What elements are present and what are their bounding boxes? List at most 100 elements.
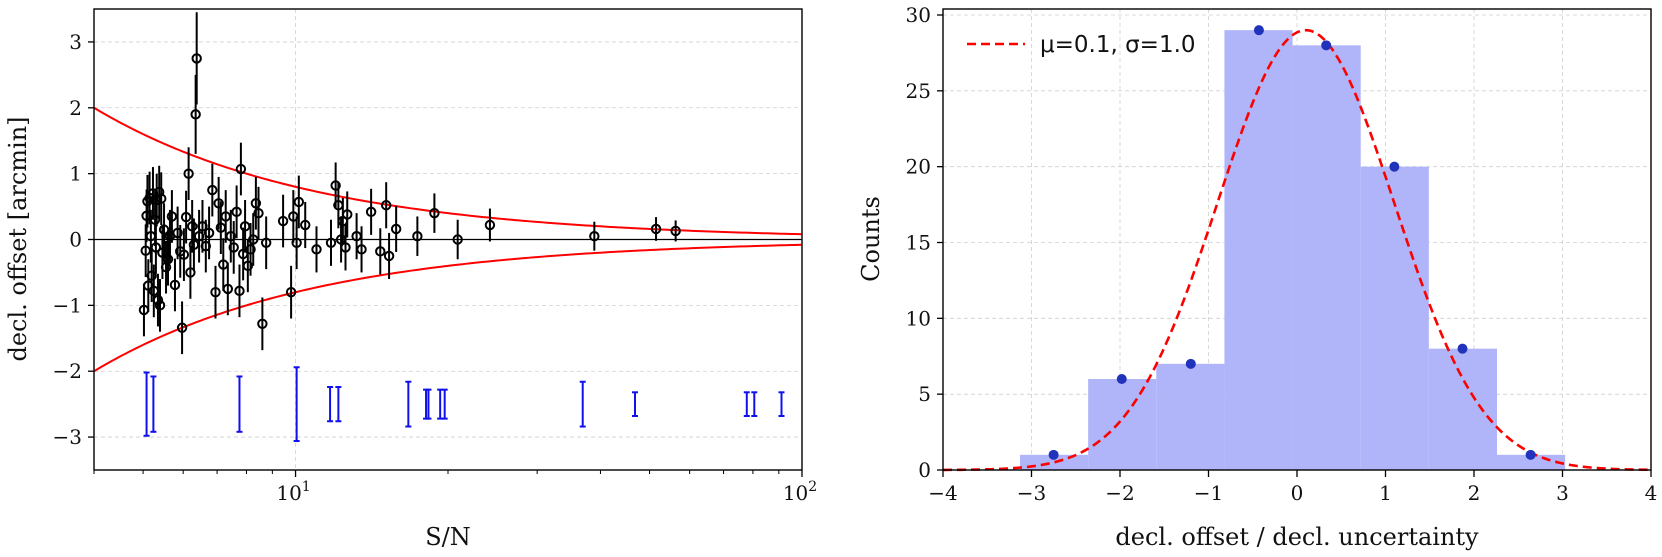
data-point [429, 207, 440, 219]
right-ytick-label: 15 [906, 231, 931, 255]
data-point [150, 242, 162, 253]
data-point [152, 294, 164, 306]
data-point [186, 221, 198, 232]
data-point [293, 196, 305, 208]
right-xtick-label: 4 [1645, 481, 1658, 505]
data-point [484, 219, 496, 231]
data-point [356, 244, 367, 255]
data-point [311, 244, 322, 255]
data-point [330, 180, 341, 191]
histogram-bar [1360, 166, 1429, 470]
right-ytick-label: 20 [906, 155, 931, 179]
left-xtick-label: 102 [783, 479, 817, 505]
histogram-bar [1292, 45, 1361, 470]
data-point [248, 234, 259, 245]
bin-center-point [1321, 40, 1332, 51]
left-ytick-label: 3 [69, 30, 82, 54]
right-xtick-label: 1 [1379, 481, 1392, 505]
data-point [207, 184, 218, 196]
data-point [375, 246, 386, 257]
data-point [277, 215, 289, 227]
data-point [183, 168, 194, 179]
data-point [146, 270, 157, 281]
right-axes: 0 5 10 15 20 25 30 −4 −3 −2 −1 0 1 2 3 4 [906, 3, 1658, 505]
data-point [166, 211, 178, 222]
data-point [340, 242, 351, 253]
data-point [670, 225, 681, 237]
data-point [154, 300, 166, 311]
data-point [589, 231, 600, 242]
data-point [228, 242, 239, 253]
data-point [176, 322, 188, 333]
left-xtick-exponent: 2 [808, 479, 817, 495]
right-xtick-label: −2 [1105, 481, 1134, 505]
data-point [412, 231, 423, 242]
data-point [383, 250, 395, 262]
bin-center-point [1185, 358, 1196, 369]
right-xtick-label: 2 [1468, 481, 1481, 505]
data-point [191, 53, 202, 64]
right-ytick-label: 0 [918, 458, 931, 482]
data-point [225, 231, 236, 242]
bin-center-point [1525, 449, 1536, 460]
envelope-upper-curve [93, 106, 803, 236]
data-point [285, 286, 297, 298]
left-ytick-label: 2 [69, 96, 82, 120]
data-point [172, 227, 183, 239]
data-point [253, 207, 264, 219]
data-point [203, 227, 215, 239]
data-point [222, 283, 234, 295]
bin-center-point [1457, 343, 1468, 354]
data-point [365, 206, 377, 218]
data-point [231, 206, 242, 218]
legend: μ=0.1, σ=1.0 [967, 32, 1196, 58]
histogram-bar [1224, 30, 1293, 471]
right-xtick-label: −3 [1017, 481, 1046, 505]
data-point [239, 221, 251, 232]
left-ytick-label: −3 [53, 425, 82, 449]
bin-center-point [1048, 449, 1059, 460]
right-xtick-label: −1 [1194, 481, 1223, 505]
left-ytick-label: 0 [69, 228, 82, 252]
legend-label: μ=0.1, σ=1.0 [1040, 32, 1196, 58]
data-point [162, 254, 174, 265]
right-ytick-label: 10 [906, 306, 931, 330]
data-point [260, 237, 272, 248]
envelope-lower-curve [93, 243, 803, 373]
histogram-bar [1088, 379, 1157, 470]
data-point [390, 223, 402, 235]
left-ytick-label: −2 [53, 359, 82, 383]
left-marks [93, 12, 803, 443]
data-point [300, 219, 311, 231]
bin-center-point [1253, 25, 1264, 36]
left-x-axis-label: S/N [425, 523, 471, 551]
left-xtick-exponent: 1 [302, 479, 311, 495]
left-ytick-label: 1 [69, 162, 82, 186]
data-point [245, 244, 256, 255]
right-y-axis-label: Counts [857, 196, 885, 282]
data-point [178, 249, 190, 260]
data-point [210, 286, 221, 298]
data-point [650, 223, 662, 235]
data-point [180, 211, 192, 223]
data-point [342, 209, 353, 220]
right-ytick-label: 5 [918, 382, 931, 406]
left-panel: −3 −2 −1 0 1 2 3 101 102 S/N decl. offset [arcmi… [4, 8, 817, 551]
right-xtick-label: 0 [1291, 481, 1304, 505]
data-point [234, 285, 245, 297]
left-ytick-label: −1 [53, 293, 82, 317]
bin-center-point [1116, 374, 1127, 384]
histogram-bar [1156, 363, 1225, 470]
data-point [235, 163, 247, 175]
data-point [250, 198, 262, 209]
left-y-axis-label: decl. offset [arcmin] [4, 116, 32, 361]
histogram-bar [1428, 348, 1498, 470]
bin-center-point [1389, 161, 1400, 172]
right-panel: 0 5 10 15 20 25 30 −4 −3 −2 −1 0 1 2 3 4 μ=0.1, σ=1.0 d… [857, 3, 1657, 551]
data-point [156, 193, 167, 204]
data-point [452, 234, 463, 245]
data-point [158, 224, 170, 235]
right-ytick-label: 25 [906, 79, 931, 103]
right-ytick-label: 30 [906, 3, 931, 27]
